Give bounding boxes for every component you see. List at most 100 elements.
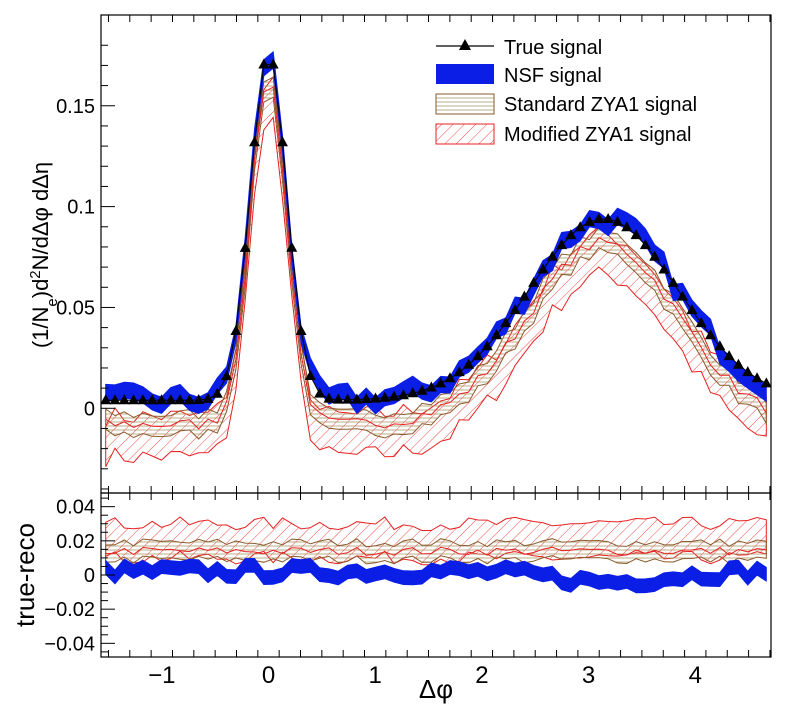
true-signal-point — [128, 394, 140, 405]
true-signal-point — [342, 393, 354, 404]
x-tick-label: 2 — [475, 662, 488, 689]
ratio-standard-zya1-band — [105, 538, 767, 565]
true-signal-point — [249, 136, 261, 147]
true-signal-point — [490, 329, 502, 340]
true-signal-point — [137, 394, 149, 405]
true-signal-point — [481, 340, 493, 351]
true-signal-point — [239, 241, 251, 252]
ratio-y-axis: −0.04 −0.02 0 0.02 0.04 — [44, 497, 115, 655]
true-signal-point — [101, 394, 112, 405]
ratio-x-axis: −1 0 1 2 3 4 — [107, 493, 771, 689]
y-tick-label: 0.1 — [67, 197, 95, 219]
true-signal-point — [658, 263, 670, 274]
true-signal-point — [416, 384, 428, 395]
legend-swatch-std — [435, 93, 495, 115]
true-signal-point — [742, 366, 754, 377]
true-signal-point — [332, 393, 344, 404]
legend-entry-std: Standard ZYA1 signal — [435, 93, 697, 116]
true-signal-point — [211, 387, 223, 398]
ratio-y-tick-label: 0.04 — [56, 497, 95, 519]
ratio-standard-zya1-center-line — [105, 546, 767, 556]
true-signal-point — [667, 276, 679, 287]
legend-swatch-nsf — [436, 64, 494, 84]
x-tick-label: 4 — [689, 662, 702, 689]
true-signal-point — [118, 394, 130, 405]
legend-swatch-mod — [435, 123, 495, 145]
standard-zya1-center-line — [105, 86, 767, 430]
ratio-y-tick-label: 0.02 — [56, 531, 95, 553]
true-signal-point — [528, 276, 540, 287]
true-signal-point — [230, 325, 242, 336]
true-signal-point — [630, 229, 642, 240]
true-signal-point — [621, 221, 633, 232]
legend: True signal NSF signal Standard ZYA1 sig… — [435, 37, 697, 146]
true-signal-point — [407, 387, 419, 398]
main-panel: 0 0.05 0.1 0.15 (1/Ne)d2N/dΔφ dΔη True sign… — [27, 14, 772, 494]
ratio-y-tick-label: −0.02 — [44, 599, 95, 621]
true-signal-point — [602, 213, 614, 224]
true-signal-point — [574, 221, 586, 232]
true-signal-point — [565, 229, 577, 240]
x-tick-label: 0 — [262, 662, 275, 689]
true-signal-point — [677, 290, 689, 301]
x-tick-label: 3 — [582, 662, 595, 689]
triangle-marker-icon — [459, 39, 471, 50]
true-signal-point — [351, 393, 363, 404]
ratio-panel: −0.04 −0.02 0 0.02 0.04 −1 0 1 2 3 4 true-reco Δφ — [10, 492, 772, 704]
true-signal-point — [537, 263, 549, 274]
true-signal-point — [518, 290, 530, 301]
true-signal-point — [276, 136, 288, 147]
main-x-ticks — [107, 15, 771, 493]
y-tick-label: 0.15 — [56, 96, 95, 118]
true-signal-point — [556, 239, 568, 250]
true-signal-point — [751, 372, 763, 383]
true-signal-point — [202, 392, 214, 403]
true-signal-point — [183, 394, 195, 405]
true-signal-point — [286, 241, 298, 252]
y-tick-label: 0.05 — [56, 297, 95, 319]
ratio-y-tick-label: −0.04 — [44, 633, 95, 655]
legend-label-std: Standard ZYA1 signal — [504, 94, 697, 116]
true-signal-point — [611, 215, 623, 226]
true-signal-point — [760, 377, 771, 388]
true-signal-point — [370, 392, 382, 403]
main-y-axis: 0 0.05 0.1 0.15 — [56, 44, 115, 490]
true-signal-point — [295, 324, 307, 335]
true-signal-point — [705, 329, 717, 340]
ratio-nsf-band — [105, 557, 767, 594]
true-signal-point — [714, 340, 726, 351]
true-signal-point — [379, 391, 391, 402]
legend-label-mod: Modified ZYA1 signal — [504, 124, 692, 146]
true-signal-point — [732, 358, 744, 369]
true-signal-point — [314, 387, 326, 398]
true-signal-point — [453, 366, 465, 377]
true-signal-point — [360, 393, 372, 404]
true-signal-point — [174, 394, 186, 405]
true-signal-point — [463, 358, 475, 369]
true-signal-point — [546, 250, 558, 261]
true-signal-point — [304, 370, 316, 381]
true-signal-point — [388, 390, 400, 401]
true-signal-point — [221, 370, 233, 381]
true-signal-point — [509, 304, 521, 315]
true-signal-point — [444, 372, 456, 383]
true-signal-point — [425, 381, 437, 392]
true-signal-point — [165, 394, 177, 405]
true-signal-point — [472, 350, 484, 361]
ratio-y-tick-label: 0 — [84, 565, 95, 587]
ratio-plot-area — [105, 516, 767, 594]
legend-label-true: True signal — [504, 37, 602, 59]
true-signal-point — [695, 317, 707, 328]
x-axis-label: Δφ — [419, 674, 453, 704]
legend-entry-nsf: NSF signal — [436, 64, 602, 87]
main-y-axis-label: (1/Ne)d2N/dΔφ dΔη — [27, 162, 61, 348]
true-signal-point — [584, 215, 596, 226]
true-signal-point — [723, 350, 735, 361]
legend-entry-mod: Modified ZYA1 signal — [435, 123, 692, 146]
true-signal-point — [500, 317, 512, 328]
true-signal-point — [155, 394, 167, 405]
true-signal-point — [435, 377, 447, 388]
standard-zya1-band — [105, 76, 767, 440]
true-signal-point — [686, 304, 698, 315]
true-signal-point — [193, 394, 205, 405]
